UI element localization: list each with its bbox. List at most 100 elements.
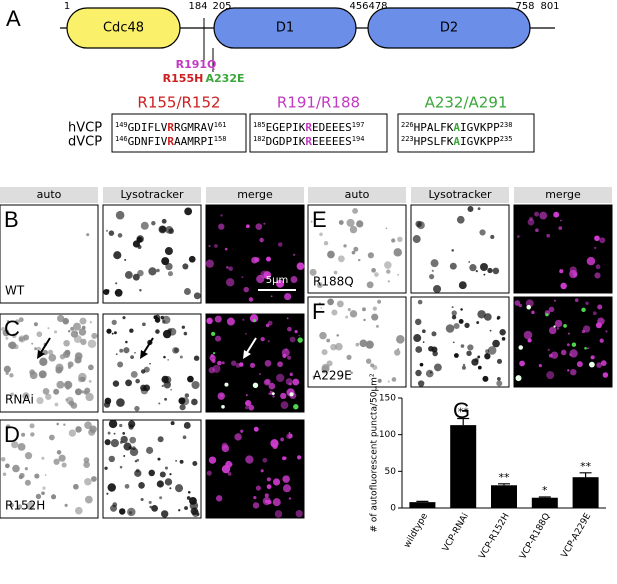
puncta: [475, 270, 478, 273]
puncta: [353, 246, 359, 252]
puncta: [163, 381, 171, 389]
puncta: [188, 255, 196, 263]
puncta: [267, 320, 273, 326]
puncta: [433, 363, 442, 372]
puncta: [227, 471, 232, 476]
puncta: [7, 342, 14, 349]
sequence: 182DGDPIKREEEEES194: [253, 135, 364, 148]
puncta: [518, 345, 524, 350]
puncta: [116, 398, 125, 407]
puncta: [9, 502, 14, 508]
sequence: 146GDNFIVRAAMRPI158: [115, 135, 226, 148]
puncta: [117, 361, 124, 368]
puncta: [184, 506, 189, 510]
puncta: [162, 315, 171, 324]
puncta: [187, 375, 194, 383]
puncta: [110, 439, 119, 448]
puncta: [18, 336, 24, 342]
puncta: [85, 392, 94, 402]
puncta: [164, 466, 169, 470]
puncta: [451, 306, 454, 309]
puncta: [25, 501, 35, 511]
puncta: [128, 424, 134, 430]
puncta: [165, 226, 174, 234]
puncta: [347, 308, 351, 312]
puncta: [63, 339, 70, 347]
puncta: [218, 223, 225, 230]
puncta: [430, 259, 439, 268]
puncta: [326, 338, 331, 343]
puncta: [178, 509, 181, 512]
puncta: [245, 332, 247, 335]
puncta: [184, 393, 190, 398]
puncta: [456, 215, 465, 224]
puncta: [483, 273, 486, 276]
puncta: [296, 262, 305, 271]
puncta: [84, 421, 92, 430]
error-bar: [498, 483, 510, 486]
sequence: 226HPALFKAIGVKPP238: [401, 121, 512, 134]
puncta: [151, 504, 159, 512]
bar: [491, 485, 517, 508]
sample-label: R152H: [5, 499, 45, 513]
puncta: [53, 458, 60, 465]
puncta: [272, 443, 278, 450]
puncta: [51, 494, 57, 500]
puncta: [284, 292, 292, 301]
puncta: [248, 297, 254, 302]
puncta: [527, 338, 532, 343]
puncta: [17, 442, 26, 451]
puncta: [255, 223, 263, 230]
puncta: [65, 386, 70, 390]
domain-box: [367, 7, 531, 49]
species-label: hVCP: [68, 121, 102, 136]
puncta: [492, 339, 500, 348]
text-part: 161: [214, 121, 227, 129]
puncta: [53, 388, 60, 395]
puncta: [266, 477, 271, 482]
puncta: [487, 267, 493, 274]
x-tick-label: wildtype: [402, 511, 430, 549]
puncta: [119, 440, 123, 444]
puncta: [336, 334, 339, 337]
y-axis-label: # of autofluorescent puncta/50μm²: [370, 373, 380, 532]
puncta: [349, 310, 358, 318]
column-label: merge: [237, 188, 273, 201]
puncta: [167, 359, 169, 361]
puncta: [106, 289, 110, 293]
puncta: [371, 313, 379, 321]
text-part: 146: [115, 135, 128, 143]
puncta: [545, 313, 549, 317]
puncta: [288, 432, 291, 434]
puncta: [110, 504, 118, 512]
puncta: [59, 353, 66, 360]
puncta: [363, 318, 366, 322]
puncta: [128, 446, 132, 450]
puncta: [252, 502, 260, 509]
puncta: [161, 384, 164, 388]
puncta: [119, 465, 123, 469]
puncta: [161, 218, 167, 224]
puncta: [570, 368, 577, 376]
puncta: [288, 433, 293, 439]
puncta: [118, 508, 126, 515]
column-label: Lysotracker: [429, 188, 492, 201]
puncta: [482, 375, 489, 382]
species-label: dVCP: [68, 135, 102, 150]
domain-box: [66, 7, 181, 49]
puncta: [243, 286, 250, 293]
puncta: [280, 392, 287, 400]
puncta: [282, 475, 290, 483]
panel-label: B: [4, 207, 19, 232]
puncta: [553, 211, 560, 218]
puncta: [30, 432, 35, 437]
puncta: [88, 364, 94, 371]
puncta: [558, 226, 563, 230]
puncta: [276, 373, 285, 382]
puncta: [596, 362, 602, 368]
puncta: [350, 371, 353, 375]
puncta: [75, 426, 82, 433]
text-part: 235: [500, 135, 513, 143]
puncta: [35, 493, 42, 500]
mutation-label: A232E: [206, 72, 245, 85]
